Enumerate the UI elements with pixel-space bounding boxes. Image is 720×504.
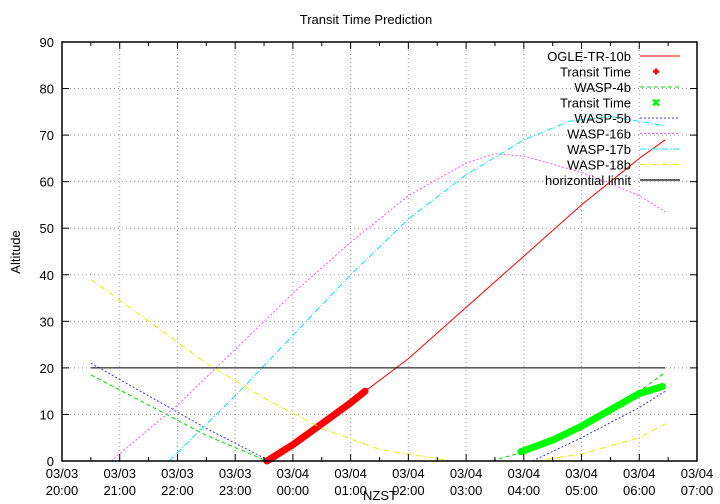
x-tick-date: 03/04 (681, 466, 714, 481)
legend-label: WASP-4b (574, 80, 631, 95)
axis-ticks: 0 10 20 30 40 50 60 70 80 90 03/03 20:00 03/03 21:00 0… (40, 35, 714, 498)
y-tick-label: 20 (40, 361, 54, 376)
y-tick-label: 30 (40, 314, 54, 329)
x-tick-time: 00:00 (277, 483, 310, 498)
x-tick-time: 01:00 (334, 483, 367, 498)
legend-label: Transit Time (560, 65, 631, 80)
series-line (517, 383, 666, 456)
legend-label: WASP-18b (567, 158, 631, 173)
x-tick-time: 20:00 (46, 483, 79, 498)
y-tick-label: 0 (47, 454, 54, 469)
x-tick-date: 03/03 (103, 466, 136, 481)
x-tick-time: 21:00 (103, 483, 136, 498)
x-tick-date: 03/04 (334, 466, 367, 481)
x-tick-date: 03/04 (450, 466, 483, 481)
x-tick-date: 03/03 (219, 466, 252, 481)
y-axis-label: Altitude (8, 230, 23, 273)
x-tick-time: 03:00 (450, 483, 483, 498)
x-tick-time: 07:00 (681, 483, 714, 498)
series-line (90, 372, 666, 462)
x-tick-date: 03/04 (508, 466, 541, 481)
x-tick-time: 02:00 (392, 483, 425, 498)
x-tick-date: 03/04 (277, 466, 310, 481)
x-tick-date: 03/03 (46, 466, 79, 481)
series-line (263, 387, 369, 465)
x-axis-label: NZST (363, 488, 397, 503)
series-line (90, 362, 666, 462)
legend-label: Transit Time (560, 96, 631, 111)
x-tick-date: 03/04 (392, 466, 425, 481)
y-tick-label: 90 (40, 35, 54, 50)
x-tick-date: 03/04 (565, 466, 598, 481)
y-tick-label: 60 (40, 175, 54, 190)
x-tick-time: 06:00 (623, 483, 656, 498)
x-tick-time: 05:00 (565, 483, 598, 498)
y-tick-label: 40 (40, 268, 54, 283)
x-tick-date: 03/03 (161, 466, 194, 481)
x-tick-time: 22:00 (161, 483, 194, 498)
y-tick-label: 50 (40, 221, 54, 236)
legend-label: horizontial limit (545, 173, 631, 188)
legend-label: OGLE-TR-10b (547, 49, 631, 64)
legend-label: WASP-5b (574, 111, 631, 126)
data-series (90, 115, 666, 465)
x-tick-date: 03/04 (623, 466, 656, 481)
chart-title: Transit Time Prediction (300, 12, 432, 27)
legend-label: WASP-16b (567, 127, 631, 142)
legend-label: WASP-17b (567, 142, 631, 157)
x-tick-time: 04:00 (508, 483, 541, 498)
y-tick-label: 10 (40, 407, 54, 422)
y-tick-label: 80 (40, 82, 54, 97)
y-tick-label: 70 (40, 128, 54, 143)
series-line (90, 278, 666, 462)
x-tick-time: 23:00 (219, 483, 252, 498)
series-line (168, 115, 666, 462)
series-line (110, 153, 666, 462)
